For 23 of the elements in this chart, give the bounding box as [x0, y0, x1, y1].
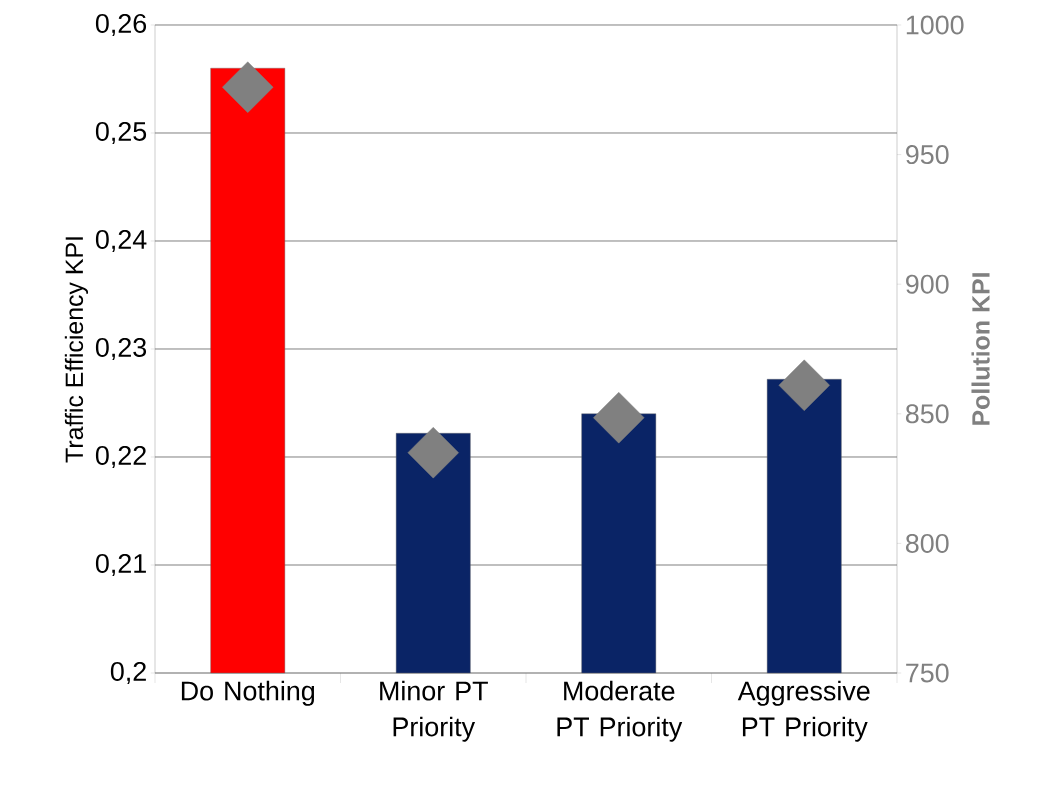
x-tick-label: Moderate PT Priority	[557, 680, 683, 742]
y2-axis-title: Pollution KPI	[971, 273, 990, 425]
point	[778, 359, 830, 411]
point	[222, 61, 274, 113]
y-tick-label: 0,22	[95, 445, 146, 469]
y-tick-label: 0,26	[95, 13, 147, 37]
x-tick-label: Do Nothing	[181, 680, 315, 706]
y2-tick-label: 900	[906, 274, 949, 294]
y-tick-label: 0,21	[95, 553, 146, 577]
point	[407, 427, 459, 479]
y-tick-label: 0,2	[110, 661, 146, 685]
y2-tick-label: 800	[905, 533, 949, 553]
y2-tick-label: 850	[905, 404, 949, 424]
y2-tick-label: 950	[906, 145, 949, 165]
y2-tick-label: 1000	[906, 15, 964, 35]
y-tick-label: 0,25	[95, 121, 147, 145]
x-tick-label: Aggressive PT Priority	[737, 680, 870, 742]
y2-tick-label: 750	[906, 663, 949, 683]
y-tick-label: 0,24	[95, 229, 147, 253]
y-tick-label: 0,23	[95, 337, 147, 361]
x-tick-label: Minor PT Priority	[380, 680, 488, 742]
point	[593, 392, 645, 444]
y-axis-title: Traffic Efficiency KPI	[64, 237, 89, 463]
